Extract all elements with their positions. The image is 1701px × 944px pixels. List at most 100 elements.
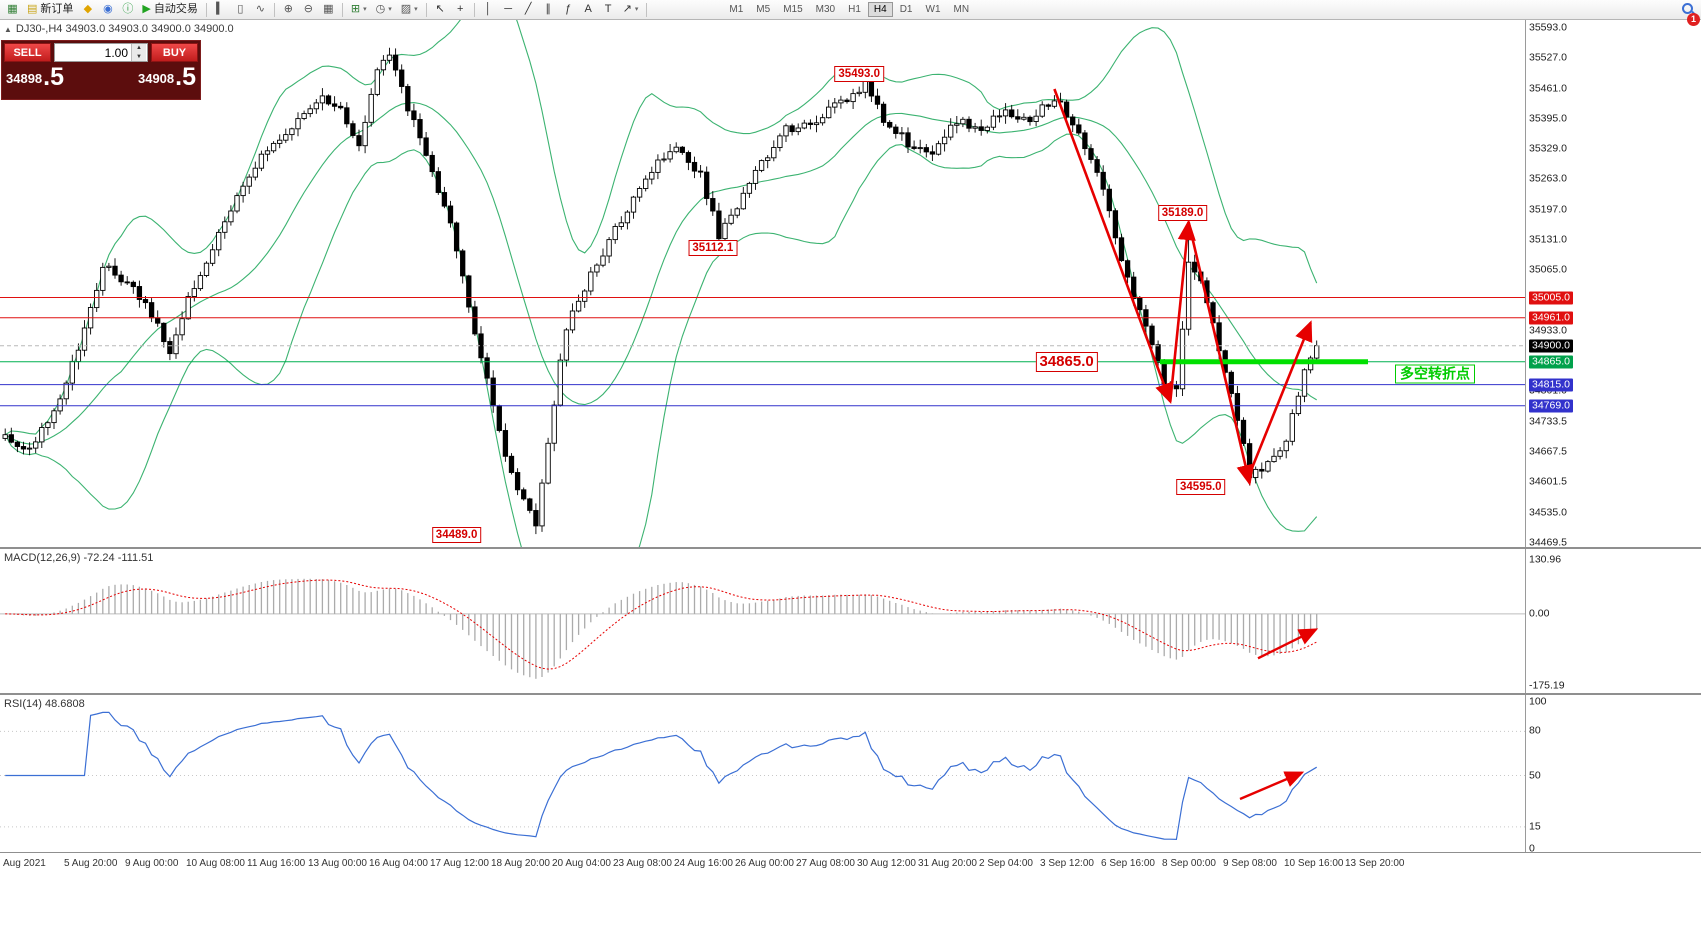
trend-arrow[interactable] [1187, 221, 1255, 486]
volume-spinner: ▲ ▼ [131, 44, 146, 61]
symbol-ohlc-text: DJ30-,H4 34903.0 34903.0 34900.0 34900.0 [15, 23, 234, 35]
indicators-button[interactable]: ⊞ ▾ [347, 1, 371, 18]
line-chart-button[interactable]: ∿ [251, 1, 270, 18]
turning-point-label[interactable]: 多空转折点 [1395, 364, 1475, 384]
price-line-label: 34961.0 [1529, 311, 1573, 325]
sell-price-big: .5 [43, 63, 65, 91]
candlestick-button[interactable]: ▯ [231, 1, 250, 18]
zoom-in-button[interactable]: ⊕ [279, 1, 298, 18]
rsi-panel[interactable]: RSI(14) 48.6808 100 80 50 15 0 [0, 695, 1701, 855]
zoom-out-button[interactable]: ⊖ [299, 1, 318, 18]
price-axis-label: 35593.0 [1529, 21, 1567, 34]
price-callout[interactable]: 34595.0 [1176, 478, 1226, 495]
metaeditor-button[interactable]: ◆ [78, 1, 97, 18]
arrows-icon: ↗ [622, 3, 632, 15]
buy-button[interactable]: BUY [151, 43, 198, 62]
timeframe-m1[interactable]: M1 [729, 4, 744, 15]
price-axis-label: 34601.5 [1529, 475, 1567, 488]
main-chart-panel[interactable]: ▲ DJ30-,H4 34903.0 34903.0 34900.0 34900… [0, 20, 1701, 549]
timeframe-m30[interactable]: M30 [815, 4, 836, 15]
cursor-icon: ↖ [435, 3, 445, 15]
sell-button[interactable]: SELL [4, 43, 51, 62]
trend-arrow[interactable] [1248, 320, 1313, 475]
vertical-line-button[interactable]: │ [479, 1, 498, 18]
price-axis-label: 35131.0 [1529, 233, 1567, 246]
arrows-button[interactable]: ↗ ▾ [619, 1, 643, 18]
macd-axis-label: -175.19 [1529, 679, 1565, 692]
toolbar-separator [646, 2, 648, 17]
price-callout[interactable]: 34489.0 [431, 526, 482, 543]
price-callout[interactable]: 35112.1 [688, 240, 738, 257]
cursor-button[interactable]: ↖ [431, 1, 450, 18]
toolbar-separator [425, 2, 427, 17]
periods-button[interactable]: ◷ ▾ [372, 1, 396, 18]
price-callout[interactable]: 35189.0 [1157, 205, 1208, 222]
price-axis-label: 34535.0 [1529, 506, 1567, 519]
panel-separator[interactable] [0, 693, 1701, 695]
symbol-info: ▲ DJ30-,H4 34903.0 34903.0 34900.0 34900… [4, 23, 234, 35]
timeframe-h1[interactable]: H1 [848, 4, 861, 15]
notification-badge[interactable]: 1 [1687, 13, 1700, 26]
fibonacci-icon: ƒ [565, 3, 572, 15]
fibonacci-button[interactable]: ƒ [559, 1, 578, 18]
macd-signal-line [5, 579, 1317, 670]
macd-arrow[interactable] [1257, 628, 1319, 660]
candlestick-chart[interactable] [0, 20, 1701, 547]
channel-button[interactable]: ∥ [539, 1, 558, 18]
price-callout[interactable]: 35493.0 [834, 65, 884, 82]
one-click-toggle-icon[interactable]: ▲ [4, 24, 12, 34]
price-line-label: 34769.0 [1529, 399, 1573, 413]
volume-down-icon[interactable]: ▼ [132, 52, 146, 61]
autotrading-button[interactable]: ▶ 自动交易 [138, 1, 201, 18]
templates-icon: ▨ [400, 3, 412, 15]
time-axis-label: 23 Aug 08:00 [613, 858, 672, 869]
trend-arrow[interactable] [1053, 88, 1173, 405]
sell-price[interactable]: 34898.5 [6, 62, 64, 92]
terminal-button[interactable]: ⓘ [118, 1, 137, 18]
rsi-arrow[interactable] [1239, 771, 1305, 801]
sell-price-main: 34898 [6, 71, 43, 86]
buy-price[interactable]: 34908.5 [138, 62, 196, 92]
new-chart-icon: ▦ [7, 3, 18, 15]
timeframe-mn[interactable]: MN [953, 4, 970, 15]
text-button[interactable]: A [579, 1, 598, 18]
tile-windows-button[interactable]: ▦ [319, 1, 338, 18]
bar-chart-button[interactable]: ▍ [211, 1, 230, 18]
price-callout[interactable]: 34865.0 [1035, 351, 1098, 372]
rsi-chart [0, 695, 1526, 852]
toolbar: ▦ ▤ 新订单 ◆ ◉ ⓘ ▶ 自动交易 ▍ ▯ ∿ ⊕ ⊖ ▦ ⊞ ▾ ◷ ▾ ▨ ▾ ↖ + │ ─ ╱ ∥ ƒ A T ↗ ▾ M1 M5… [0, 0, 1701, 20]
macd-histogram [10, 578, 1318, 679]
timeframe-m5[interactable]: M5 [756, 4, 771, 15]
panel-separator[interactable] [0, 547, 1701, 549]
autotrading-icon: ▶ [142, 3, 151, 15]
zoom-out-icon: ⊖ [303, 3, 313, 15]
volume-input[interactable] [55, 45, 131, 60]
trendline-button[interactable]: ╱ [519, 1, 538, 18]
templates-button[interactable]: ▨ ▾ [397, 1, 422, 18]
crosshair-button[interactable]: + [451, 1, 470, 18]
price-line-label: 34865.0 [1529, 355, 1573, 369]
timeframe-d1[interactable]: D1 [899, 4, 913, 15]
time-axis-label: 10 Aug 08:00 [186, 858, 245, 869]
time-axis-label: 11 Aug 16:00 [247, 858, 306, 869]
candles [2, 47, 1320, 535]
new-order-button[interactable]: ▤ 新订单 [23, 1, 77, 18]
navigator-button[interactable]: ◉ [98, 1, 117, 18]
timeframe-h4[interactable]: H4 [867, 2, 893, 17]
time-axis-label: 16 Aug 04:00 [369, 858, 428, 869]
horizontal-line-button[interactable]: ─ [499, 1, 518, 18]
timeframe-w1[interactable]: W1 [925, 4, 941, 15]
navigator-icon: ◉ [103, 3, 113, 15]
macd-panel[interactable]: MACD(12,26,9) -72.24 -111.51 130.96 0.00 -… [0, 549, 1701, 693]
timeframe-m15[interactable]: M15 [783, 4, 803, 15]
search-icon[interactable] [1682, 3, 1693, 14]
time-axis-label: 24 Aug 16:00 [674, 858, 733, 869]
price-axis-label: 35197.0 [1529, 203, 1567, 216]
time-axis[interactable]: Aug 2021 5 Aug 20:00 9 Aug 00:00 10 Aug 08:… [0, 852, 1701, 878]
caret-down-icon: ▾ [414, 6, 418, 13]
volume-up-icon[interactable]: ▲ [132, 44, 146, 53]
new-order-button-label: 新订单 [40, 3, 74, 15]
trend-arrow[interactable] [1169, 219, 1196, 402]
text-label-button[interactable]: T [599, 1, 618, 18]
new-chart-button[interactable]: ▦ [3, 1, 22, 18]
